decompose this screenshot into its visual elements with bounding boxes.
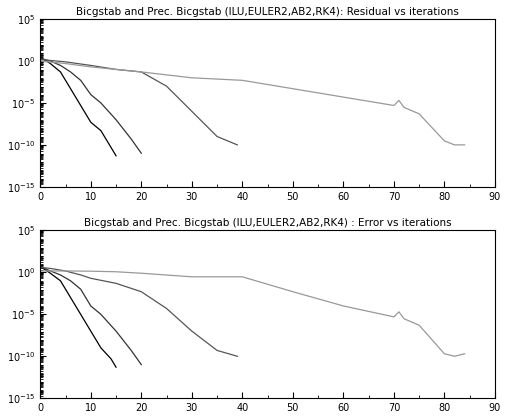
Title: Bicgstab and Prec. Bicgstab (ILU,EULER2,AB2,RK4) : Error vs iterations: Bicgstab and Prec. Bicgstab (ILU,EULER2,… [84,218,452,228]
Title: Bicgstab and Prec. Bicgstab (ILU,EULER2,AB2,RK4): Residual vs iterations: Bicgstab and Prec. Bicgstab (ILU,EULER2,… [76,7,459,17]
